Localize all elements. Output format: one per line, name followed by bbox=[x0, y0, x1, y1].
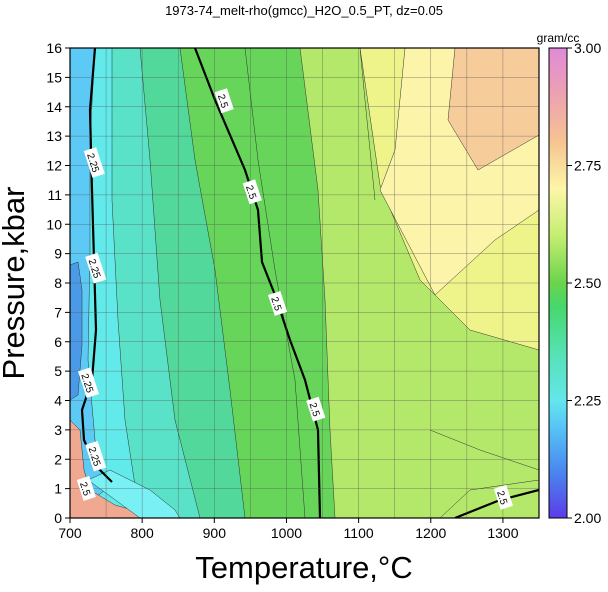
colorbar-tick-label: 2.75 bbox=[574, 158, 601, 174]
x-tick-label: 1300 bbox=[487, 525, 518, 541]
x-tick-label: 1100 bbox=[344, 525, 374, 541]
contour-label-bg bbox=[267, 290, 288, 316]
y-tick-label: 10 bbox=[46, 216, 62, 232]
y-tick-label: 5 bbox=[54, 363, 62, 379]
contour-label: 2.5 bbox=[267, 290, 288, 316]
chart-title: 1973-74_melt-rho(gmcc)_H2O_0.5_PT, dz=0.… bbox=[165, 3, 443, 18]
contour-label: 2.5 bbox=[306, 396, 326, 422]
y-tick-label: 12 bbox=[46, 158, 62, 174]
contour-label-bg bbox=[85, 440, 107, 472]
y-tick-label: 6 bbox=[54, 334, 62, 350]
y-axis-label: Pressure,kbar bbox=[0, 187, 31, 380]
y-tick-label: 0 bbox=[54, 510, 62, 526]
colorbar-label: gram/cc bbox=[537, 31, 580, 45]
contour-label-bg bbox=[83, 147, 105, 178]
y-tick-label: 3 bbox=[54, 422, 62, 438]
colorbar-tick-label: 2.00 bbox=[574, 510, 601, 526]
contour-label-bg bbox=[76, 476, 96, 501]
colorbar-tick-label: 2.50 bbox=[574, 275, 601, 291]
x-ticks: 700 800 900 1000 1100 1200 1300 bbox=[58, 518, 519, 541]
contour-label-text: 2.5 bbox=[243, 184, 258, 201]
x-tick-label: 900 bbox=[203, 525, 227, 541]
x-tick-label: 1200 bbox=[415, 525, 446, 541]
contour-label-bg bbox=[214, 88, 234, 114]
y-tick-label: 2 bbox=[54, 451, 62, 467]
y-tick-label: 1 bbox=[54, 481, 62, 497]
region-blue bbox=[70, 261, 83, 401]
colorbar-ticks: 2.00 2.25 2.50 2.75 3.00 bbox=[567, 40, 601, 526]
contour-label-text: 2.5 bbox=[215, 93, 230, 110]
contour-label: 2.5 bbox=[493, 484, 513, 510]
contour-label-bg bbox=[493, 484, 513, 510]
y-tick-label: 15 bbox=[46, 69, 62, 85]
x-tick-label: 1000 bbox=[271, 525, 302, 541]
contour-label-text: 2.5 bbox=[268, 296, 283, 313]
contour-label-bg bbox=[306, 396, 326, 422]
y-tick-label: 13 bbox=[46, 128, 62, 144]
contour-lines bbox=[244, 48, 539, 518]
contour-label: 2.5 bbox=[76, 476, 96, 501]
y-tick-label: 16 bbox=[46, 40, 62, 56]
contour-label: 2.5 bbox=[214, 88, 234, 114]
contour-label-bg bbox=[78, 367, 100, 399]
y-tick-label: 14 bbox=[46, 99, 62, 115]
contour-label-bg bbox=[85, 252, 107, 284]
y-tick-label: 8 bbox=[54, 275, 62, 291]
plot-frame bbox=[69, 47, 540, 519]
contour-label-text: 2.5 bbox=[494, 490, 509, 507]
contour-label-bg bbox=[242, 179, 262, 205]
colorbar bbox=[548, 47, 568, 519]
contour-labels: 2.52.52.52.52.52.52.252.252.252.25 bbox=[76, 88, 513, 510]
y-tick-label: 7 bbox=[54, 304, 62, 320]
colorbar-tick-label: 2.25 bbox=[574, 393, 601, 409]
contour-label-text: 2.5 bbox=[307, 401, 322, 418]
x-tick-label: 800 bbox=[130, 525, 154, 541]
y-tick-label: 4 bbox=[54, 393, 62, 409]
y-tick-label: 11 bbox=[47, 187, 62, 203]
y-tick-label: 9 bbox=[54, 246, 62, 262]
contour-label: 2.5 bbox=[242, 179, 262, 205]
colorbar-tick-label: 3.00 bbox=[574, 40, 601, 56]
region-peach bbox=[447, 48, 539, 171]
x-axis-label: Temperature,°C bbox=[195, 550, 412, 585]
x-tick-label: 700 bbox=[58, 525, 82, 541]
contour-label-text: 2.5 bbox=[77, 481, 92, 498]
